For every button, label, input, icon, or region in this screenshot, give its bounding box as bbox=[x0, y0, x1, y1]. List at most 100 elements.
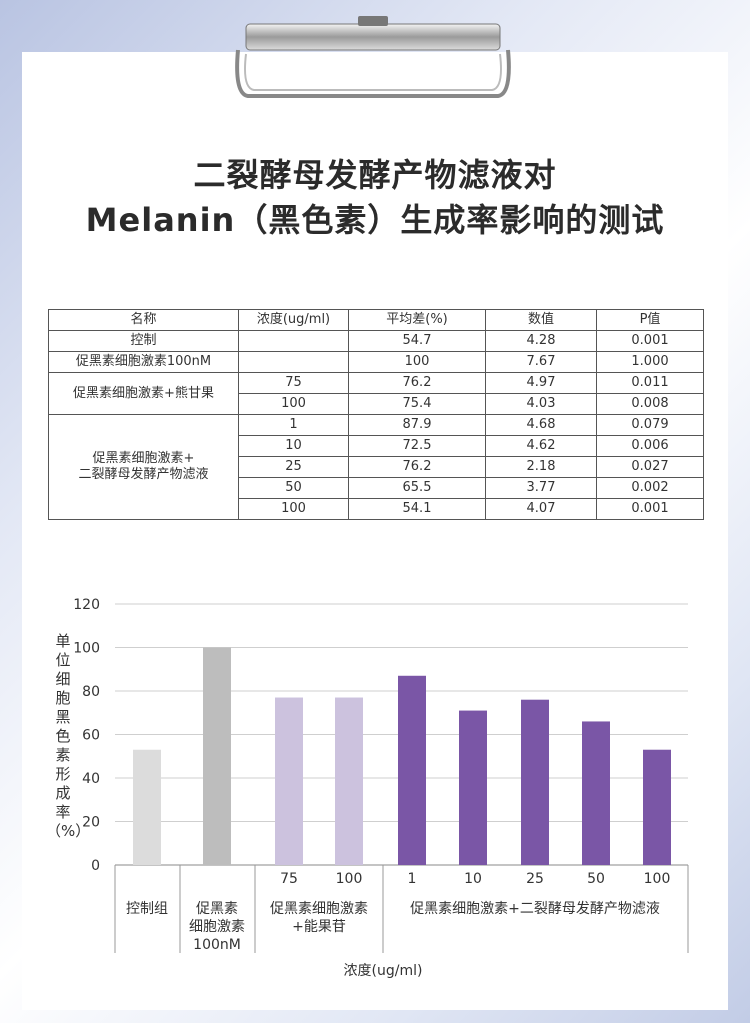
group-name: 促黑素细胞激素+ 二裂酵母发酵产物滤液 bbox=[48, 414, 239, 520]
y-axis-label-char: 形 bbox=[55, 765, 71, 783]
p-cell: 0.001 bbox=[596, 330, 704, 352]
table-row: 10 72.5 4.62 0.006 bbox=[49, 435, 704, 457]
mean-cell: 75.4 bbox=[348, 393, 486, 415]
bar bbox=[521, 699, 549, 865]
mean-cell: 54.1 bbox=[348, 498, 486, 520]
bar bbox=[133, 749, 161, 865]
bar-chart: 0 20 40 60 80 100 120 75 100 1 10 25 50 100 控制组 促黑素细胞激素… bbox=[73, 597, 689, 979]
group-label: 促黑素 bbox=[196, 901, 238, 917]
mean-cell: 76.2 bbox=[348, 372, 486, 394]
mean-cell: 65.5 bbox=[348, 477, 486, 499]
value-cell: 2.18 bbox=[485, 456, 597, 478]
group-label: +能果苷 bbox=[292, 919, 346, 935]
conc-cell: 10 bbox=[238, 435, 349, 457]
y-tick-label: 0 bbox=[91, 858, 100, 874]
table-header: P值 bbox=[596, 309, 704, 331]
value-cell: 4.03 bbox=[485, 393, 597, 415]
table-header: 浓度(ug/ml) bbox=[238, 309, 349, 331]
group-name-line: 促黑素细胞激素+ bbox=[92, 451, 195, 466]
y-tick-label: 60 bbox=[82, 728, 100, 744]
value-cell: 4.28 bbox=[485, 330, 597, 352]
group-name: 控制 bbox=[48, 330, 239, 352]
x-tick-label: 100 bbox=[644, 871, 671, 887]
x-tick-label: 1 bbox=[408, 871, 417, 887]
conc-cell bbox=[238, 330, 349, 352]
x-tick-label: 100 bbox=[336, 871, 363, 887]
bar bbox=[582, 721, 610, 865]
group-label: 促黑素细胞激素 bbox=[270, 900, 368, 917]
y-tick-label: 120 bbox=[73, 597, 100, 613]
group-label: 促黑素细胞激素+二裂酵母发酵产物滤液 bbox=[410, 900, 660, 917]
table-header-row: 名称 浓度(ug/ml) 平均差(%) 数值 P值 bbox=[48, 309, 704, 331]
bar bbox=[398, 675, 426, 865]
group-name: 促黑素细胞激素+熊甘果 bbox=[48, 372, 239, 415]
y-axis-label-char: 成 bbox=[55, 784, 71, 802]
y-axis-label-char: 胞 bbox=[55, 689, 71, 707]
p-cell: 0.002 bbox=[596, 477, 704, 499]
mean-cell: 76.2 bbox=[348, 456, 486, 478]
group-label: 100nM bbox=[193, 937, 241, 953]
y-axis-label-char: 位 bbox=[55, 651, 71, 669]
p-cell: 1.000 bbox=[596, 351, 704, 373]
group-name-line: 二裂酵母发酵产物滤液 bbox=[78, 467, 209, 482]
bar bbox=[275, 697, 303, 865]
value-cell: 4.07 bbox=[485, 498, 597, 520]
value-cell: 4.62 bbox=[485, 435, 597, 457]
value-cell: 7.67 bbox=[485, 351, 597, 373]
table-row: 50 65.5 3.77 0.002 bbox=[49, 477, 704, 499]
y-axis-label-char: 率 bbox=[55, 803, 71, 821]
results-table: 名称 浓度(ug/ml) 平均差(%) 数值 P值 控制 54.7 4.28 0… bbox=[48, 309, 704, 520]
y-tick-label: 20 bbox=[82, 815, 100, 831]
group-label: 控制组 bbox=[126, 901, 168, 917]
title-line-2: Melanin（黑色素）生成率影响的测试 bbox=[85, 201, 665, 239]
value-cell: 4.97 bbox=[485, 372, 597, 394]
y-tick-label: 100 bbox=[73, 641, 100, 657]
mean-cell: 72.5 bbox=[348, 435, 486, 457]
x-tick-label: 50 bbox=[587, 871, 605, 887]
table-header: 名称 bbox=[48, 309, 239, 331]
p-cell: 0.079 bbox=[596, 414, 704, 436]
x-tick-label: 10 bbox=[464, 871, 482, 887]
y-axis-label-char: 黑 bbox=[55, 708, 71, 726]
mean-cell: 54.7 bbox=[348, 330, 486, 352]
table-row: 100 75.4 4.03 0.008 bbox=[49, 393, 704, 415]
y-axis-label-char: 细 bbox=[55, 670, 71, 688]
bar bbox=[203, 647, 231, 865]
conc-cell: 75 bbox=[238, 372, 349, 394]
table-header: 平均差(%) bbox=[348, 309, 486, 331]
table-row: 促黑素细胞激素100nM 100 7.67 1.000 bbox=[48, 351, 704, 373]
conc-cell: 1 bbox=[238, 414, 349, 436]
p-cell: 0.001 bbox=[596, 498, 704, 520]
table-row: 100 54.1 4.07 0.001 bbox=[49, 498, 704, 520]
title-line-1: 二裂酵母发酵产物滤液对 bbox=[193, 156, 557, 194]
x-tick-label: 25 bbox=[526, 871, 544, 887]
p-cell: 0.006 bbox=[596, 435, 704, 457]
conc-cell: 25 bbox=[238, 456, 349, 478]
p-cell: 0.011 bbox=[596, 372, 704, 394]
p-cell: 0.008 bbox=[596, 393, 704, 415]
clipboard-clip bbox=[235, 16, 511, 98]
table-row: 促黑素细胞激素+熊甘果 75 76.2 4.97 0.011 bbox=[48, 372, 704, 415]
y-axis-label-char: 素 bbox=[55, 746, 71, 764]
bar bbox=[335, 697, 363, 865]
x-axis-label: 浓度(ug/ml) bbox=[344, 963, 423, 979]
bar bbox=[459, 710, 487, 865]
y-axis-label-char: （%） bbox=[46, 822, 91, 840]
group-name: 促黑素细胞激素100nM bbox=[48, 351, 239, 373]
p-cell: 0.027 bbox=[596, 456, 704, 478]
y-axis-label-char: 色 bbox=[55, 727, 71, 745]
table-row: 促黑素细胞激素+ 二裂酵母发酵产物滤液 1 87.9 4.68 0.079 bbox=[48, 414, 704, 520]
mean-cell: 100 bbox=[348, 351, 486, 373]
y-tick-label: 80 bbox=[82, 684, 100, 700]
conc-cell: 50 bbox=[238, 477, 349, 499]
value-cell: 3.77 bbox=[485, 477, 597, 499]
table-row: 控制 54.7 4.28 0.001 bbox=[48, 330, 704, 352]
y-axis-label-char: 单 bbox=[55, 632, 71, 650]
value-cell: 4.68 bbox=[485, 414, 597, 436]
mean-cell: 87.9 bbox=[348, 414, 486, 436]
bar bbox=[643, 749, 671, 865]
x-tick-label: 75 bbox=[280, 871, 298, 887]
conc-cell: 100 bbox=[238, 393, 349, 415]
group-label: 细胞激素 bbox=[189, 918, 245, 935]
conc-cell bbox=[238, 351, 349, 373]
